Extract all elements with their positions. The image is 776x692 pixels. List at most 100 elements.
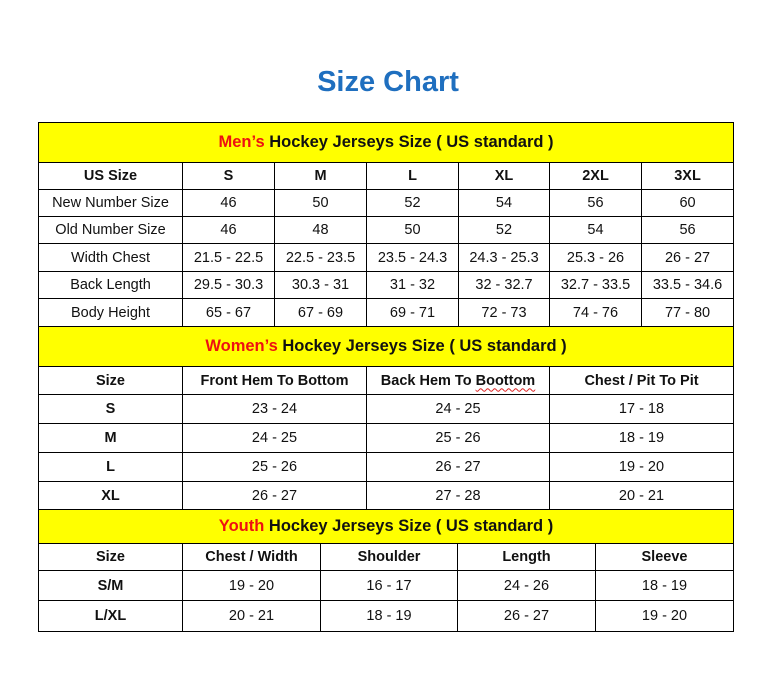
column-header-label: S — [223, 168, 234, 184]
youth-banner: Youth Hockey Jerseys Size ( US standard … — [37, 509, 735, 544]
column-header: Chest / Pit To Pit — [548, 366, 735, 395]
table-cell: 74 - 76 — [549, 298, 642, 327]
table-row: M 24 - 25 25 - 26 18 - 19 — [38, 423, 735, 453]
table-row: New Number Size 46 50 52 54 56 60 — [38, 189, 735, 217]
column-header-label: Size — [95, 549, 125, 565]
table-cell: 56 — [640, 216, 735, 244]
column-header: Chest / Width — [182, 543, 321, 571]
men-banner: Men’s Hockey Jerseys Size ( US standard … — [37, 122, 735, 163]
table-cell: 23 - 24 — [182, 394, 367, 424]
table-row: Body Height 65 - 67 67 - 69 69 - 71 72 - 73 7… — [38, 298, 735, 327]
column-header-label: 3XL — [674, 168, 701, 184]
table-cell: 46 — [182, 189, 275, 217]
table-cell: 21.5 - 22.5 — [182, 243, 275, 272]
table-cell: 50 — [366, 216, 459, 244]
table-cell: 48 — [274, 216, 367, 244]
women-banner: Women’s Hockey Jerseys Size ( US standar… — [37, 326, 735, 367]
table-cell: 17 - 18 — [548, 394, 735, 424]
table-cell: 77 - 80 — [640, 298, 735, 327]
column-header: Length — [457, 543, 596, 571]
column-header: XL — [458, 162, 550, 190]
womens-size-table: Women’s Hockey Jerseys Size ( US standar… — [37, 326, 735, 510]
row-label: New Number Size — [38, 189, 183, 217]
row-label: S/M — [38, 570, 183, 601]
youth-header-row: Size Chest / Width Shoulder Length Sleeve — [38, 543, 735, 571]
table-cell: 60 — [640, 189, 735, 217]
table-cell: 65 - 67 — [182, 298, 275, 327]
column-header: Shoulder — [320, 543, 458, 571]
table-cell: 24 - 25 — [366, 394, 550, 424]
table-cell: 32 - 32.7 — [458, 271, 550, 299]
column-header: Front Hem To Bottom — [182, 366, 367, 395]
table-row: Back Length 29.5 - 30.3 30.3 - 31 31 - 32 32… — [38, 271, 735, 299]
column-header: L — [366, 162, 459, 190]
table-cell: 19 - 20 — [548, 452, 735, 482]
table-cell: 19 - 20 — [594, 600, 735, 632]
table-cell: 26 - 27 — [366, 452, 550, 482]
row-label: Back Length — [38, 271, 183, 299]
table-cell: 20 - 21 — [548, 481, 735, 510]
row-label: M — [38, 423, 183, 453]
men-header-row: US Size S M L XL 2XL 3XL — [38, 162, 735, 190]
column-header-label: XL — [494, 168, 514, 184]
table-row: L 25 - 26 26 - 27 19 - 20 — [38, 452, 735, 482]
table-cell: 25.3 - 26 — [549, 243, 642, 272]
table-cell: 16 - 17 — [320, 570, 458, 601]
column-header-label: Size — [95, 372, 125, 389]
table-cell: 22.5 - 23.5 — [274, 243, 367, 272]
women-banner-title: Women’s Hockey Jerseys Size ( US standar… — [37, 326, 735, 367]
column-header-label: Front Hem To Bottom — [200, 372, 349, 389]
table-cell: 18 - 19 — [548, 423, 735, 453]
mens-size-table: Men’s Hockey Jerseys Size ( US standard … — [37, 122, 735, 327]
table-row: S/M 19 - 20 16 - 17 24 - 26 18 - 19 — [38, 570, 735, 601]
row-label: L/XL — [38, 600, 183, 632]
table-row: L/XL 20 - 21 18 - 19 26 - 27 19 - 20 — [38, 600, 735, 632]
row-label: L — [38, 452, 183, 482]
table-cell: 56 — [549, 189, 642, 217]
row-label: Old Number Size — [38, 216, 183, 244]
column-header: 3XL — [640, 162, 735, 190]
table-cell: 46 — [182, 216, 275, 244]
column-header: Size — [38, 366, 183, 395]
column-header: M — [274, 162, 367, 190]
table-cell: 25 - 26 — [366, 423, 550, 453]
row-label: XL — [38, 481, 183, 510]
table-cell: 29.5 - 30.3 — [182, 271, 275, 299]
table-row: S 23 - 24 24 - 25 17 - 18 — [38, 394, 735, 424]
table-cell: 19 - 20 — [182, 570, 321, 601]
spellcheck-underline: Boottom — [475, 372, 536, 389]
table-cell: 31 - 32 — [366, 271, 459, 299]
table-cell: 20 - 21 — [182, 600, 321, 632]
table-cell: 23.5 - 24.3 — [366, 243, 459, 272]
column-header-label: Shoulder — [357, 549, 421, 565]
page-title: Size Chart — [317, 66, 459, 98]
column-header-label: US Size — [83, 168, 138, 184]
column-header-label: L — [408, 168, 417, 184]
table-cell: 26 - 27 — [182, 481, 367, 510]
table-cell: 30.3 - 31 — [274, 271, 367, 299]
table-cell: 54 — [549, 216, 642, 244]
table-cell: 67 - 69 — [274, 298, 367, 327]
table-cell: 52 — [366, 189, 459, 217]
column-header: Back Hem To Boottom — [366, 366, 550, 395]
table-row: Width Chest 21.5 - 22.5 22.5 - 23.5 23.5 - … — [38, 243, 735, 272]
table-cell: 25 - 26 — [182, 452, 367, 482]
table-cell: 69 - 71 — [366, 298, 459, 327]
table-row: XL 26 - 27 27 - 28 20 - 21 — [38, 481, 735, 510]
table-cell: 72 - 73 — [458, 298, 550, 327]
banner-text: Hockey Jerseys Size ( US standard ) — [277, 337, 567, 355]
column-header-label: Sleeve — [641, 549, 688, 565]
column-header: Sleeve — [594, 543, 735, 571]
table-cell: 26 - 27 — [457, 600, 596, 632]
table-cell: 50 — [274, 189, 367, 217]
youth-size-table: Youth Hockey Jerseys Size ( US standard … — [37, 509, 735, 632]
table-cell: 24 - 26 — [457, 570, 596, 601]
column-header-label: Chest / Width — [205, 549, 298, 565]
column-header: 2XL — [549, 162, 642, 190]
column-header-label: Chest / Pit To Pit — [584, 372, 699, 389]
table-cell: 27 - 28 — [366, 481, 550, 510]
column-header: Size — [38, 543, 183, 571]
banner-text: Hockey Jerseys Size ( US standard ) — [264, 133, 554, 151]
youth-banner-title: Youth Hockey Jerseys Size ( US standard … — [37, 509, 735, 544]
row-label: Body Height — [38, 298, 183, 327]
